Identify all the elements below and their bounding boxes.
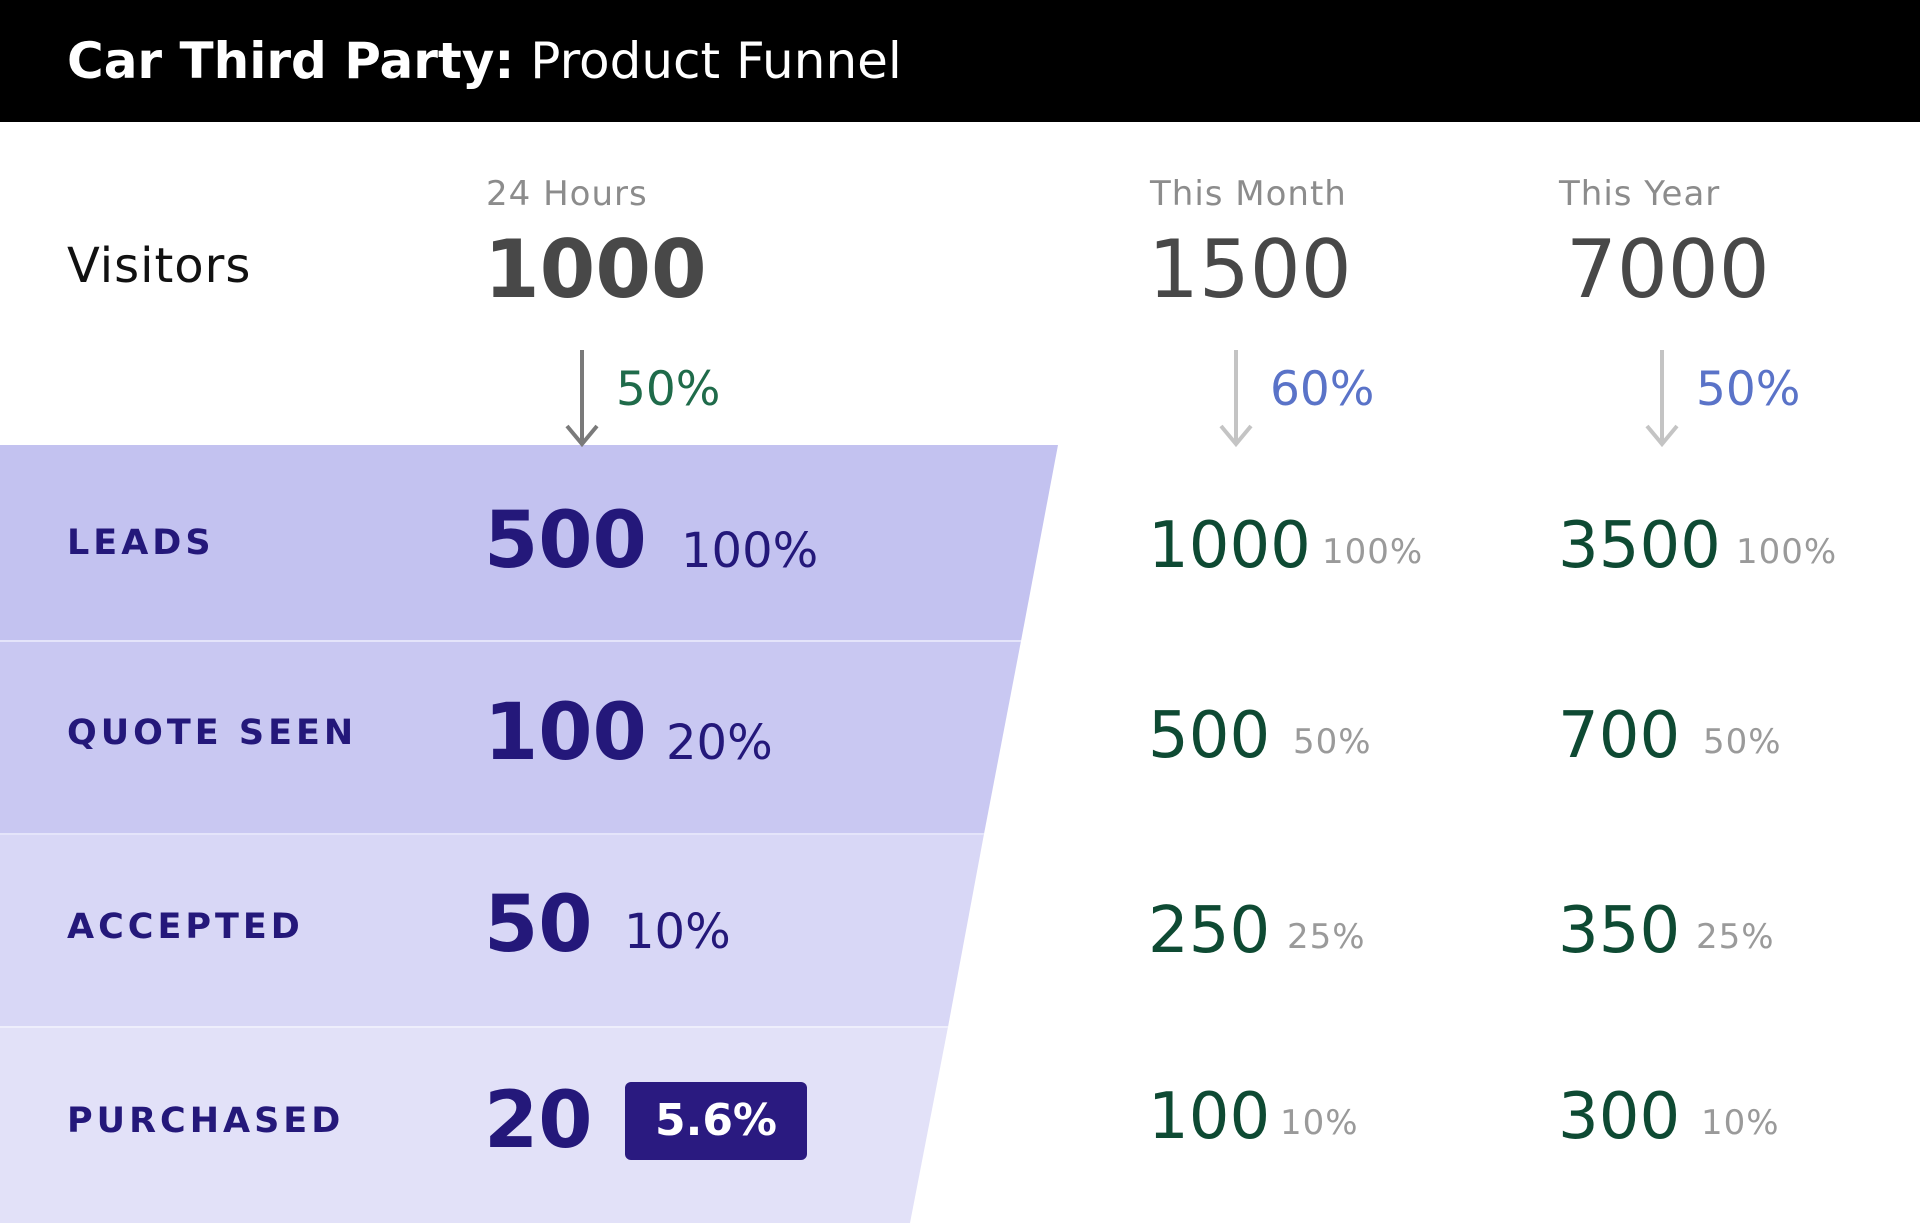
title-regular: Product Funnel — [530, 32, 902, 90]
stage-label-leads: LEADS — [67, 523, 215, 563]
cell-value: 350 — [1558, 894, 1681, 968]
stage-percent: 100% — [681, 523, 819, 579]
cell-percent: 25% — [1287, 917, 1366, 957]
funnel-band-quote-seen — [0, 641, 1021, 834]
conversion-rate-this-year: 50% — [1696, 362, 1801, 417]
down-arrow-icon — [1219, 350, 1253, 448]
cell-percent: 10% — [1280, 1103, 1359, 1143]
cell-value: 3500 — [1558, 509, 1721, 583]
cell-value: 700 — [1558, 699, 1681, 773]
column-label-this-month: This Month — [1150, 174, 1347, 214]
purchased-rate-badge: 5.6% — [625, 1082, 807, 1160]
column-label-this-year: This Year — [1559, 174, 1721, 214]
stage-label-purchased: PURCHASED — [67, 1101, 345, 1141]
column-label-24-hours: 24 Hours — [486, 174, 648, 214]
stage-label-accepted: ACCEPTED — [67, 907, 304, 947]
down-arrow-icon — [1645, 350, 1679, 448]
cell-percent: 25% — [1696, 917, 1775, 957]
stage-percent: 10% — [624, 904, 731, 960]
cell-percent: 50% — [1293, 722, 1372, 762]
cell-percent: 10% — [1701, 1103, 1780, 1143]
stage-percent: 20% — [666, 715, 773, 771]
cell-value: 250 — [1148, 894, 1271, 968]
cell-percent: 100% — [1322, 532, 1424, 572]
funnel-band-accepted — [0, 834, 984, 1027]
stage-value: 500 — [484, 496, 647, 586]
visitors-label: Visitors — [67, 238, 252, 294]
cell-value: 300 — [1558, 1080, 1681, 1154]
conversion-rate-this-month: 60% — [1270, 362, 1375, 417]
cell-value: 100 — [1148, 1080, 1271, 1154]
stage-value: 100 — [484, 688, 647, 778]
visitors-value-this-year: 7000 — [1566, 223, 1770, 316]
page-title: Car Third Party: Product Funnel — [67, 30, 902, 92]
visitors-value-this-month: 1500 — [1148, 223, 1352, 316]
cell-percent: 50% — [1703, 722, 1782, 762]
cell-percent: 100% — [1736, 532, 1838, 572]
visitors-value-24-hours: 1000 — [484, 223, 707, 316]
title-bold: Car Third Party: — [67, 32, 515, 90]
cell-value: 500 — [1148, 699, 1271, 773]
funnel-shape — [0, 445, 1058, 1223]
header-bar: Car Third Party: Product Funnel — [0, 0, 1920, 122]
down-arrow-icon — [565, 350, 599, 448]
conversion-rate-24-hours: 50% — [616, 362, 721, 417]
cell-value: 1000 — [1148, 509, 1311, 583]
funnel-band-leads — [0, 445, 1058, 641]
stage-value: 20 — [484, 1076, 593, 1166]
stage-label-quote-seen: QUOTE SEEN — [67, 713, 358, 753]
funnel-band-purchased — [0, 1027, 948, 1223]
stage-value: 50 — [484, 880, 593, 970]
